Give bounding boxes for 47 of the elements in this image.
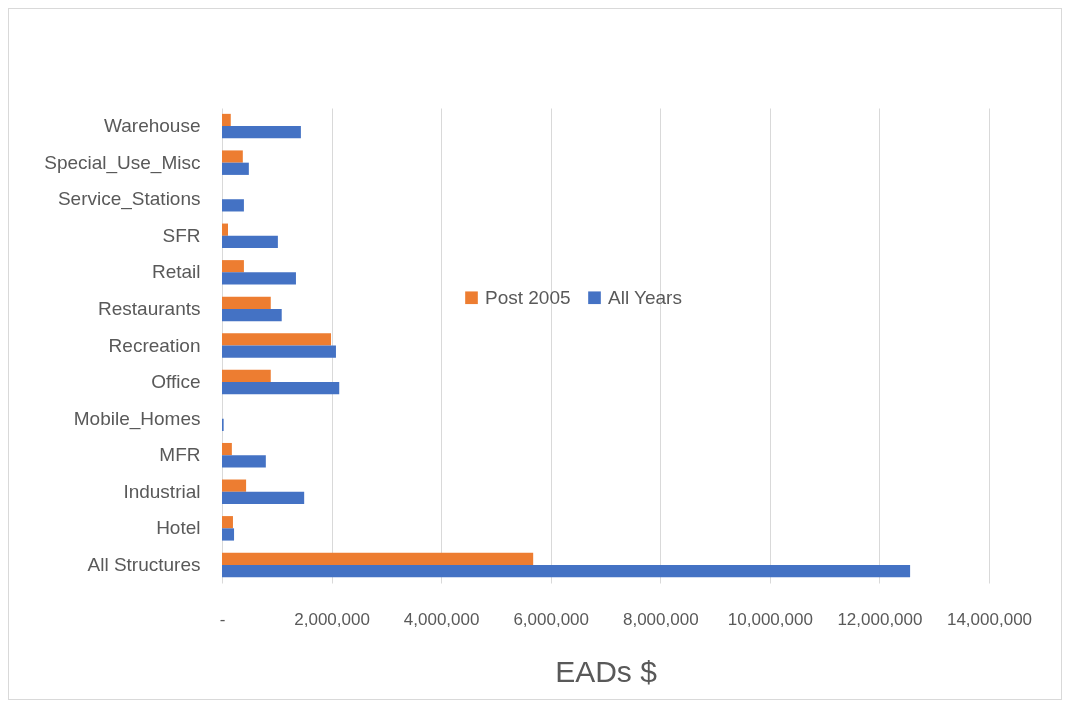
bar [222, 235, 278, 249]
bar [222, 260, 244, 273]
bar [222, 199, 244, 212]
bar [222, 564, 911, 578]
bar [222, 479, 247, 492]
y-tick-label: Hotel [156, 517, 201, 539]
bar [222, 491, 305, 505]
y-tick-label: Office [151, 371, 201, 393]
bar [222, 333, 332, 346]
y-tick-label: Warehouse [104, 115, 201, 137]
bar [222, 150, 243, 163]
bar [222, 113, 231, 127]
bar [222, 162, 249, 175]
y-tick-label: Retail [151, 261, 201, 283]
x-tick-label: 2,000,000 [294, 609, 370, 629]
bar [222, 528, 235, 541]
x-tick-label: 4,000,000 [403, 609, 480, 629]
legend-label: All Years [608, 286, 682, 308]
legend-label: Post 2005 [485, 286, 571, 308]
bar [222, 345, 336, 358]
x-tick-label: 8,000,000 [622, 609, 699, 629]
y-tick-label: Service_Stations [57, 188, 201, 211]
bar [222, 296, 271, 309]
bar [222, 308, 282, 322]
y-tick-label: Mobile_Homes [73, 407, 201, 430]
y-tick-label: Special_Use_Misc [44, 151, 201, 174]
y-tick-label: MFR [159, 444, 201, 466]
x-tick-label: 6,000,000 [513, 609, 590, 629]
y-tick-label: Recreation [108, 334, 201, 356]
x-tick-label: 10,000,000 [727, 609, 813, 629]
bar [222, 382, 340, 395]
x-tick-label: - [219, 609, 226, 629]
y-tick-label: All Structures [87, 553, 201, 575]
bar [222, 552, 534, 565]
y-tick-label: Industrial [123, 480, 201, 502]
bar [222, 369, 271, 383]
bar [222, 455, 266, 468]
bar [222, 126, 301, 139]
bar [222, 272, 296, 285]
x-tick-label: 12,000,000 [837, 609, 923, 629]
x-tick-label: 14,000,000 [946, 609, 1033, 629]
x-axis-title: EADs $ [555, 654, 658, 688]
y-tick-label: SFR [162, 224, 201, 246]
y-tick-label: Restaurants [98, 297, 201, 319]
bar [222, 442, 232, 456]
bar [222, 516, 233, 529]
bar [222, 223, 229, 236]
